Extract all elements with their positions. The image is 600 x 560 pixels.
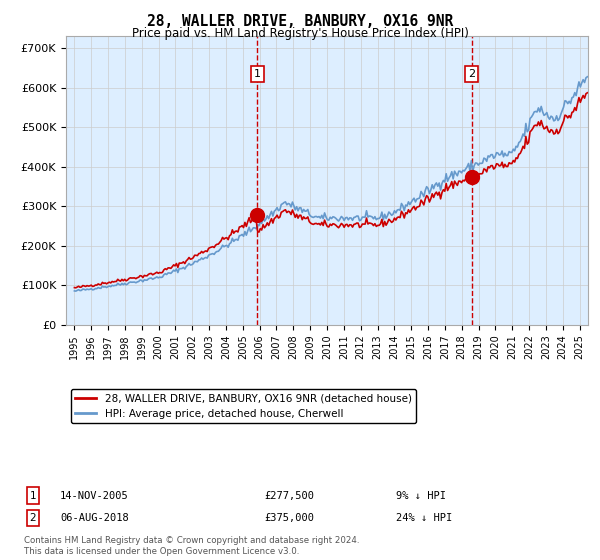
Text: Price paid vs. HM Land Registry's House Price Index (HPI): Price paid vs. HM Land Registry's House … [131,27,469,40]
Text: 9% ↓ HPI: 9% ↓ HPI [396,491,446,501]
Text: 2: 2 [29,513,37,523]
Text: 24% ↓ HPI: 24% ↓ HPI [396,513,452,523]
Text: 14-NOV-2005: 14-NOV-2005 [60,491,129,501]
Text: 1: 1 [29,491,37,501]
Text: 1: 1 [254,69,261,79]
Text: Contains HM Land Registry data © Crown copyright and database right 2024.
This d: Contains HM Land Registry data © Crown c… [24,536,359,556]
Legend: 28, WALLER DRIVE, BANBURY, OX16 9NR (detached house), HPI: Average price, detach: 28, WALLER DRIVE, BANBURY, OX16 9NR (det… [71,389,416,423]
Text: 2: 2 [468,69,475,79]
Text: £277,500: £277,500 [264,491,314,501]
Text: 28, WALLER DRIVE, BANBURY, OX16 9NR: 28, WALLER DRIVE, BANBURY, OX16 9NR [147,14,453,29]
Text: 06-AUG-2018: 06-AUG-2018 [60,513,129,523]
Text: £375,000: £375,000 [264,513,314,523]
